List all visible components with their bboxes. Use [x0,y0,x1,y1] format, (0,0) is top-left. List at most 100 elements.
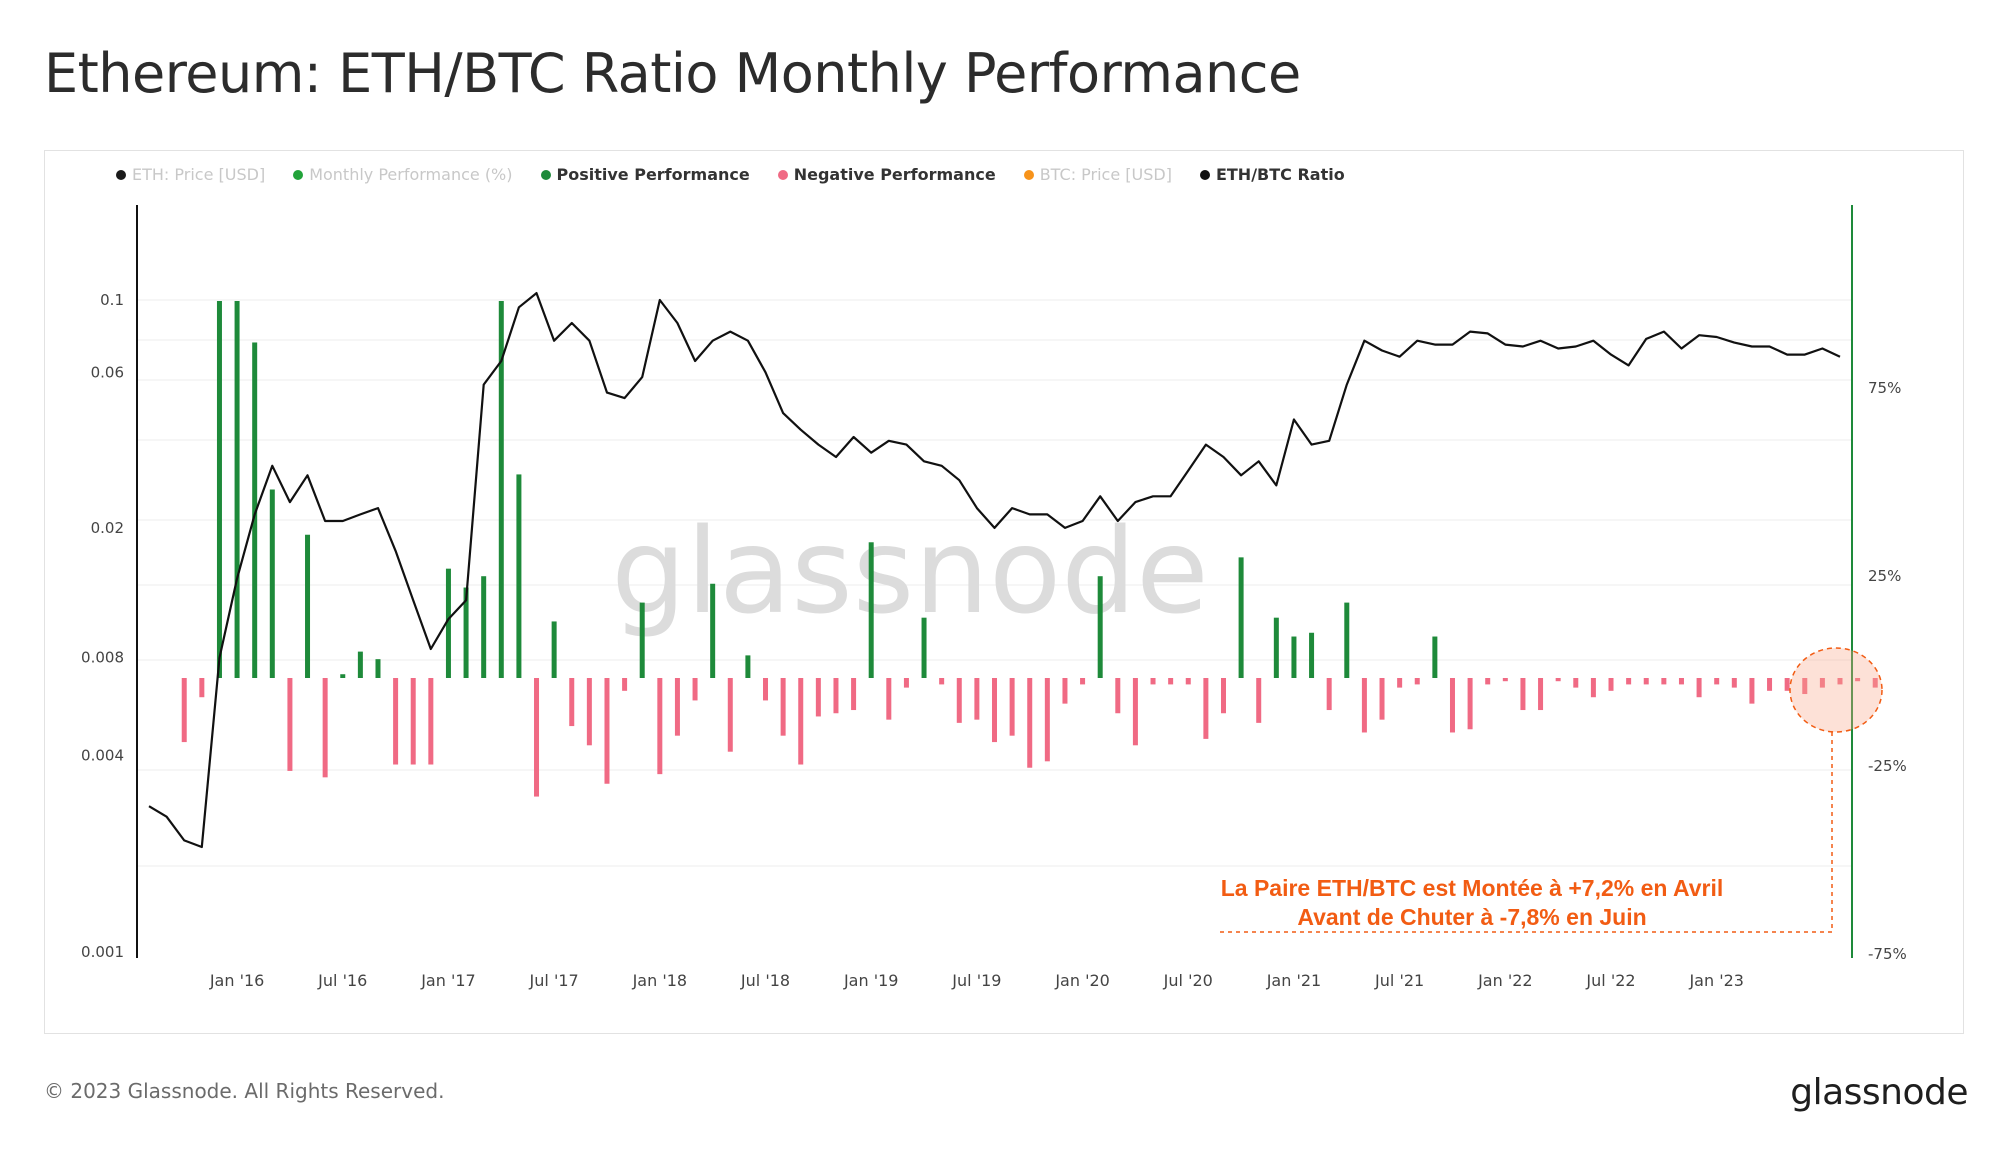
legend-item-monthly-performance[interactable]: Monthly Performance (%) [293,165,513,184]
legend-dot-icon [540,169,551,180]
negative-bar [1044,678,1050,762]
negative-bar [692,678,698,701]
negative-bar [1220,678,1226,714]
left-tick-label: 0.1 [100,291,124,309]
positive-bar [1273,617,1279,678]
negative-bar [1696,678,1702,698]
legend-item-eth-price[interactable]: ETH: Price [USD] [116,165,265,184]
positive-bar [868,542,874,678]
x-tick-label: Jul '20 [1163,971,1213,990]
positive-bar [234,301,240,678]
positive-bar [357,651,363,678]
positive-bar [305,534,311,678]
x-tick-label: Jul '22 [1585,971,1635,990]
right-tick-label: 75% [1868,379,1901,397]
legend-label: ETH: Price [USD] [132,165,266,184]
positive-bar [1238,557,1244,678]
negative-bar [1731,678,1737,688]
legend-label: Monthly Performance (%) [309,165,513,184]
negative-bar [939,678,945,685]
left-tick-label: 0.06 [91,363,124,381]
positive-bar [375,659,381,678]
negative-bar [181,678,187,743]
negative-bar [1608,678,1614,691]
x-tick-label: Jan '22 [1477,971,1533,990]
copyright-text: © 2023 Glassnode. All Rights Reserved. [44,1079,445,1103]
negative-bar [1326,678,1332,711]
chart-frame [44,150,1964,1034]
positive-bar [481,576,487,678]
left-tick-label: 0.001 [81,943,124,961]
negative-bar [1767,678,1773,691]
negative-bar [1819,678,1825,688]
negative-bar [833,678,839,714]
negative-bar [1150,678,1156,685]
legend-item-positive-performance[interactable]: Positive Performance [540,165,750,184]
negative-bar [956,678,962,723]
positive-bar [551,621,557,678]
positive-bar [516,474,522,678]
legend-label: ETH/BTC Ratio [1215,165,1345,184]
positive-bar [1309,632,1315,678]
watermark-text: glassnode [611,502,1208,640]
left-tick-label: 0.008 [81,649,124,667]
negative-bar [1080,678,1086,685]
positive-bar [639,602,645,678]
legend-item-negative-performance[interactable]: Negative Performance [777,165,996,184]
left-tick-label: 0.02 [91,519,124,537]
positive-bar [445,568,451,678]
negative-bar [1837,678,1843,685]
negative-bar [1855,678,1861,682]
negative-bar [1538,678,1544,711]
negative-bar [815,678,821,717]
negative-bar [657,678,663,775]
negative-bar [1626,678,1632,685]
negative-bar [1168,678,1174,685]
x-tick-label: Jul '21 [1374,971,1424,990]
positive-bar [252,342,258,678]
x-tick-label: Jan '20 [1054,971,1110,990]
chart-legend: ETH: Price [USD] Monthly Performance (%)… [116,165,1345,184]
negative-bar [992,678,997,743]
negative-bar [1872,678,1878,688]
x-tick-label: Jul '18 [740,971,790,990]
legend-item-btc-price[interactable]: BTC: Price [USD] [1023,165,1172,184]
negative-bar [1714,678,1720,685]
negative-bar [1062,678,1068,704]
positive-bar [1291,636,1297,678]
negative-bar [586,678,592,746]
negative-bar [1590,678,1596,698]
x-tick-label: Jan '19 [843,971,899,990]
page-title: Ethereum: ETH/BTC Ratio Monthly Performa… [44,42,1301,105]
negative-bar [1449,678,1455,733]
negative-bar [1643,678,1649,685]
eth-btc-ratio-line [148,292,1841,849]
negative-bar [604,678,610,784]
negative-bar [393,678,399,765]
negative-bar [622,678,628,691]
negative-bar [1784,678,1790,691]
negative-bar [1203,678,1209,739]
x-tick-label: Jan '21 [1266,971,1322,990]
x-tick-label: Jul '17 [529,971,579,990]
positive-bar [710,583,716,678]
negative-bar [851,678,857,711]
negative-bar [1520,678,1526,711]
x-tick-label: Jul '19 [951,971,1001,990]
negative-bar [1502,678,1508,682]
negative-bar [798,678,804,765]
negative-bar [903,678,909,688]
highlight-ellipse [1789,647,1883,733]
positive-bar [269,489,275,678]
x-tick-label: Jan '18 [632,971,688,990]
negative-bar [1185,678,1191,685]
legend-item-eth-btc-ratio[interactable]: ETH/BTC Ratio [1199,165,1345,184]
negative-bar [322,678,328,778]
negative-bar [727,678,733,752]
positive-bar [498,301,504,678]
x-tick-label: Jan '17 [420,971,476,990]
legend-label: BTC: Price [USD] [1039,165,1172,184]
negative-bar [780,678,786,736]
negative-bar [410,678,416,765]
